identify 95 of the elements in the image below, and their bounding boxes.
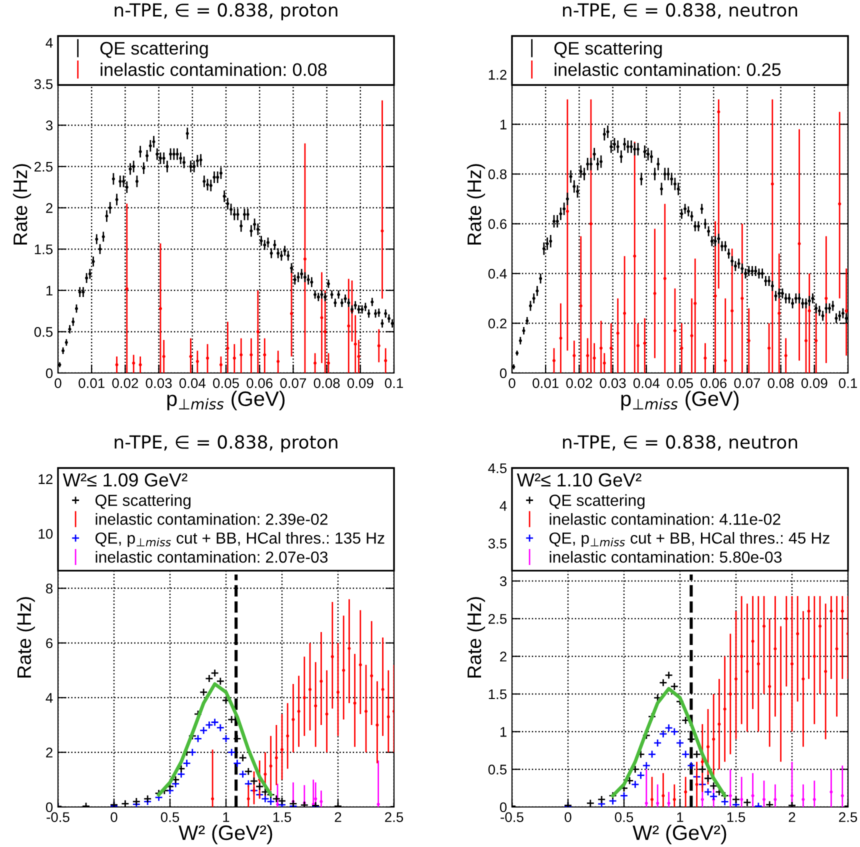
- x-tick-label: 0: [564, 812, 572, 822]
- legend-label: QE scattering: [100, 41, 208, 58]
- legend-label: inelastic contamination: 0.25: [554, 62, 781, 76]
- x-axis-title: p$_{⊥miss}$ (GeV): [167, 390, 285, 410]
- y-axis-title: Rate (Hz): [12, 164, 32, 244]
- x-tick-label: 2.5: [839, 812, 858, 822]
- x-tick-label: 2: [788, 812, 796, 822]
- x-tick-label: 0.03: [600, 378, 626, 388]
- x-tick-label: 0.02: [112, 378, 138, 388]
- y-tick-label: 1.2: [488, 70, 506, 80]
- y-tick-label: 4: [46, 693, 53, 703]
- x-tick-label: 0.04: [633, 378, 660, 388]
- legend-label: inelastic contamination: 4.11e-02: [550, 513, 780, 525]
- x-tick-label: 0.01: [78, 378, 104, 388]
- chart-title: n-TPE, ∈ = 0.838, neutron: [563, 3, 798, 19]
- legend-title: W²≤ 1.10 GeV²: [516, 473, 642, 487]
- legend-title: W²≤ 1.09 GeV²: [62, 473, 188, 487]
- x-tick-label: 0.5: [160, 812, 180, 822]
- x-tick-label: 0.1: [838, 378, 857, 388]
- y-tick-label: 4: [500, 501, 507, 511]
- x-tick-label: 0.07: [280, 378, 306, 388]
- x-tick-label: 0.06: [700, 378, 727, 388]
- x-tick-label: -0.5: [46, 812, 70, 822]
- x-axis-title: W² (GeV²): [178, 824, 272, 844]
- y-axis-title: Rate (Hz): [466, 164, 486, 244]
- y-tick-label: 0.6: [488, 219, 507, 229]
- x-tick-label: 0: [110, 812, 118, 822]
- y-tick-label: 1: [500, 120, 506, 130]
- y-tick-label: 0: [500, 368, 507, 378]
- y-axis-title: Rate (Hz): [466, 597, 486, 678]
- y-tick-label: 3: [46, 120, 53, 130]
- y-tick-label: 2.5: [34, 162, 53, 172]
- x-axis-title: p$_{⊥miss}$ (GeV): [621, 390, 739, 410]
- y-tick-label: 0: [46, 368, 53, 378]
- x-tick-label: 0.07: [734, 378, 760, 388]
- legend-label: inelastic contamination: 2.07e-03: [96, 551, 328, 563]
- y-tick-label: 3: [500, 576, 507, 586]
- x-tick-label: 0.08: [314, 378, 340, 388]
- y-tick-label: 0: [500, 802, 507, 812]
- y-tick-label: 4.5: [488, 463, 507, 474]
- y-axis-title: Rate (Hz): [16, 597, 35, 678]
- y-tick-label: 2.5: [488, 614, 507, 624]
- y-tick-label: 1: [500, 727, 506, 737]
- x-tick-label: 0.03: [146, 378, 172, 388]
- x-axis-title: W² (GeV²): [632, 824, 726, 844]
- x-tick-label: 2.5: [385, 812, 404, 822]
- x-tick-label: 0.09: [801, 378, 828, 388]
- y-tick-label: 0.5: [488, 764, 507, 775]
- legend-label: QE scattering: [549, 494, 644, 510]
- y-tick-label: 0.2: [488, 318, 506, 328]
- x-tick-label: 0.04: [179, 378, 206, 388]
- y-tick-label: 1: [46, 286, 52, 296]
- legend-label: QE scattering: [95, 494, 190, 510]
- x-tick-label: 0.06: [246, 378, 273, 388]
- y-tick-label: 0.8: [488, 169, 507, 180]
- chart-title: n-TPE, ∈ = 0.838, neutron: [563, 435, 798, 451]
- y-tick-label: 0.5: [34, 327, 53, 337]
- y-tick-label: 6: [46, 638, 53, 648]
- legend-label: inelastic contamination: 0.08: [100, 62, 327, 76]
- y-tick-label: 12: [38, 474, 52, 484]
- x-tick-label: -0.5: [500, 812, 524, 822]
- y-tick-label: 1.5: [34, 244, 53, 254]
- x-tick-label: 1.5: [273, 812, 292, 822]
- x-tick-label: 1.5: [727, 812, 746, 822]
- y-tick-label: 4: [46, 38, 53, 48]
- x-tick-label: 0: [508, 378, 516, 388]
- x-tick-label: 0.5: [614, 812, 634, 822]
- legend-label: inelastic contamination: 2.39e-02: [96, 513, 328, 525]
- chart-title: n-TPE, ∈ = 0.838, proton: [114, 3, 338, 20]
- legend-label: QE, p$_{⊥miss}$ cut + BB, HCal thres.: 135 Hz: [95, 532, 384, 547]
- chart-title: n-TPE, ∈ = 0.838, proton: [114, 435, 338, 452]
- legend-label: inelastic contamination: 5.80e-03: [550, 551, 782, 563]
- x-tick-label: 1: [223, 812, 230, 822]
- x-tick-label: 0: [54, 378, 62, 388]
- x-tick-label: 2: [334, 812, 342, 822]
- x-tick-label: 0.1: [384, 378, 403, 388]
- legend-label: QE scattering: [554, 41, 662, 58]
- y-tick-label: 10: [38, 528, 53, 539]
- x-tick-label: 0.01: [532, 378, 558, 388]
- x-tick-label: 0.08: [768, 378, 794, 388]
- x-tick-label: 1: [677, 812, 684, 822]
- y-tick-label: 2: [500, 652, 506, 662]
- y-tick-label: 3.5: [34, 79, 53, 90]
- legend-label: QE, p$_{⊥miss}$ cut + BB, HCal thres.: 45 Hz: [549, 532, 830, 547]
- y-tick-label: 3.5: [488, 538, 507, 549]
- x-tick-label: 0.09: [347, 378, 374, 388]
- y-tick-label: 2: [46, 203, 52, 213]
- y-tick-label: 0.4: [488, 268, 507, 279]
- x-tick-label: 0.02: [566, 378, 592, 388]
- y-tick-label: 0: [46, 802, 53, 812]
- x-tick-label: 0.05: [213, 378, 239, 388]
- x-tick-label: 0.05: [667, 378, 693, 388]
- y-tick-label: 8: [46, 584, 53, 594]
- y-tick-label: 1.5: [488, 689, 507, 700]
- y-tick-label: 2: [46, 748, 52, 758]
